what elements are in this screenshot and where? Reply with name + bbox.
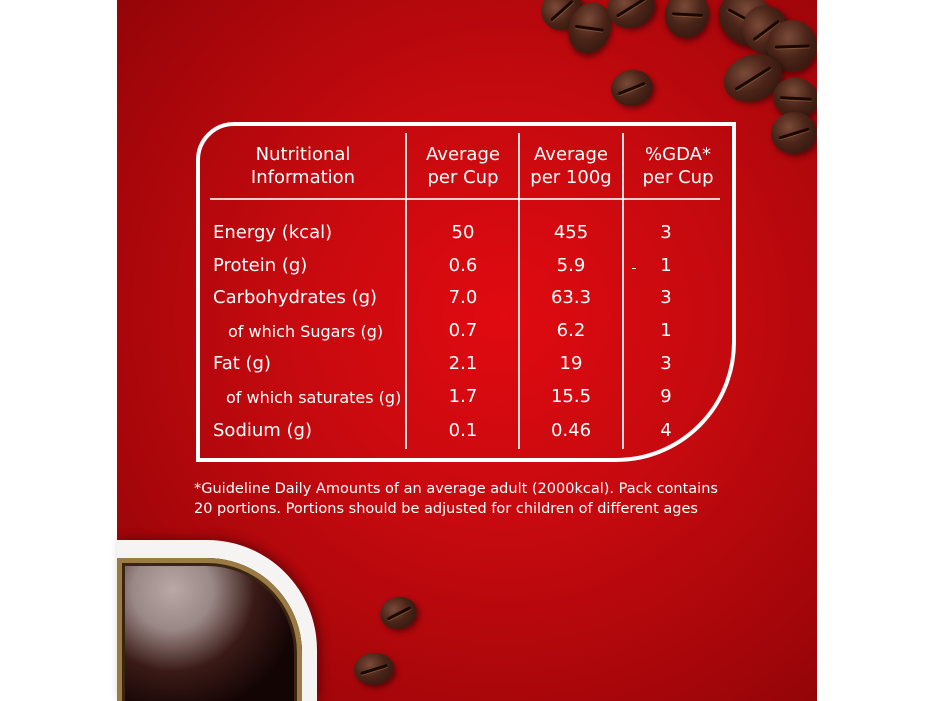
row-label: Protein (g)	[213, 255, 308, 276]
cell-per-cup: 0.6	[448, 255, 478, 276]
coffee-bean-icon	[659, 0, 715, 43]
header-line: per Cup	[427, 167, 499, 188]
cell-gda: 3	[660, 287, 672, 308]
cell-per-100g: 19	[559, 353, 583, 374]
row-label: Energy (kcal)	[213, 222, 333, 243]
header-line: %GDA*	[645, 144, 711, 165]
row-label: Sodium (g)	[213, 420, 312, 441]
stray-mark	[632, 268, 636, 269]
coffee-bean-icon	[608, 66, 656, 110]
row-label-indented: of which saturates (g)	[226, 388, 402, 407]
header-line: Nutritional	[255, 144, 351, 165]
header-line: Information	[250, 167, 356, 188]
nutrition-table-border	[196, 122, 736, 462]
header-line: Average	[534, 144, 608, 165]
cell-per-cup: 0.7	[448, 320, 478, 341]
column-divider	[518, 133, 520, 449]
cell-gda: 3	[660, 353, 672, 374]
cell-gda: 4	[660, 420, 672, 441]
header-line: per Cup	[642, 167, 714, 188]
header-line: per 100g	[530, 167, 612, 188]
cell-per-100g: 63.3	[550, 287, 592, 308]
cell-per-100g: 5.9	[556, 255, 586, 276]
cell-per-100g: 6.2	[556, 320, 586, 341]
cell-gda: 1	[660, 320, 672, 341]
cell-per-cup: 50	[451, 222, 475, 243]
cell-gda: 1	[660, 255, 672, 276]
coffee-bean-icon	[376, 592, 421, 634]
cell-per-cup: 1.7	[448, 386, 478, 407]
cell-per-100g: 455	[553, 222, 589, 243]
coffee-surface	[117, 558, 302, 701]
cell-gda: 9	[660, 386, 672, 407]
column-divider	[405, 133, 407, 449]
cell-gda: 3	[660, 222, 672, 243]
cell-per-cup: 7.0	[448, 287, 478, 308]
row-label-indented: of which Sugars (g)	[228, 322, 384, 341]
header-line: Average	[426, 144, 500, 165]
header-divider	[210, 198, 720, 200]
coffee-bean-icon	[352, 651, 396, 687]
footnote-line: *Guideline Daily Amounts of an average a…	[194, 481, 718, 497]
header-gda-per-cup: %GDA* per Cup	[636, 143, 720, 189]
cell-per-cup: 2.1	[448, 353, 478, 374]
header-nutritional-information: Nutritional Information	[228, 143, 378, 189]
row-label: Fat (g)	[213, 353, 271, 374]
row-label: Carbohydrates (g)	[213, 287, 378, 308]
gda-footnote: *Guideline Daily Amounts of an average a…	[194, 479, 754, 519]
cell-per-100g: 0.46	[550, 420, 592, 441]
footnote-line: 20 portions. Portions should be adjusted…	[194, 501, 698, 517]
cell-per-cup: 0.1	[448, 420, 478, 441]
header-average-per-100g: Average per 100g	[520, 143, 622, 189]
header-average-per-cup: Average per Cup	[410, 143, 516, 189]
column-divider	[622, 133, 624, 449]
cell-per-100g: 15.5	[550, 386, 592, 407]
coffee-bean-icon	[769, 110, 817, 156]
